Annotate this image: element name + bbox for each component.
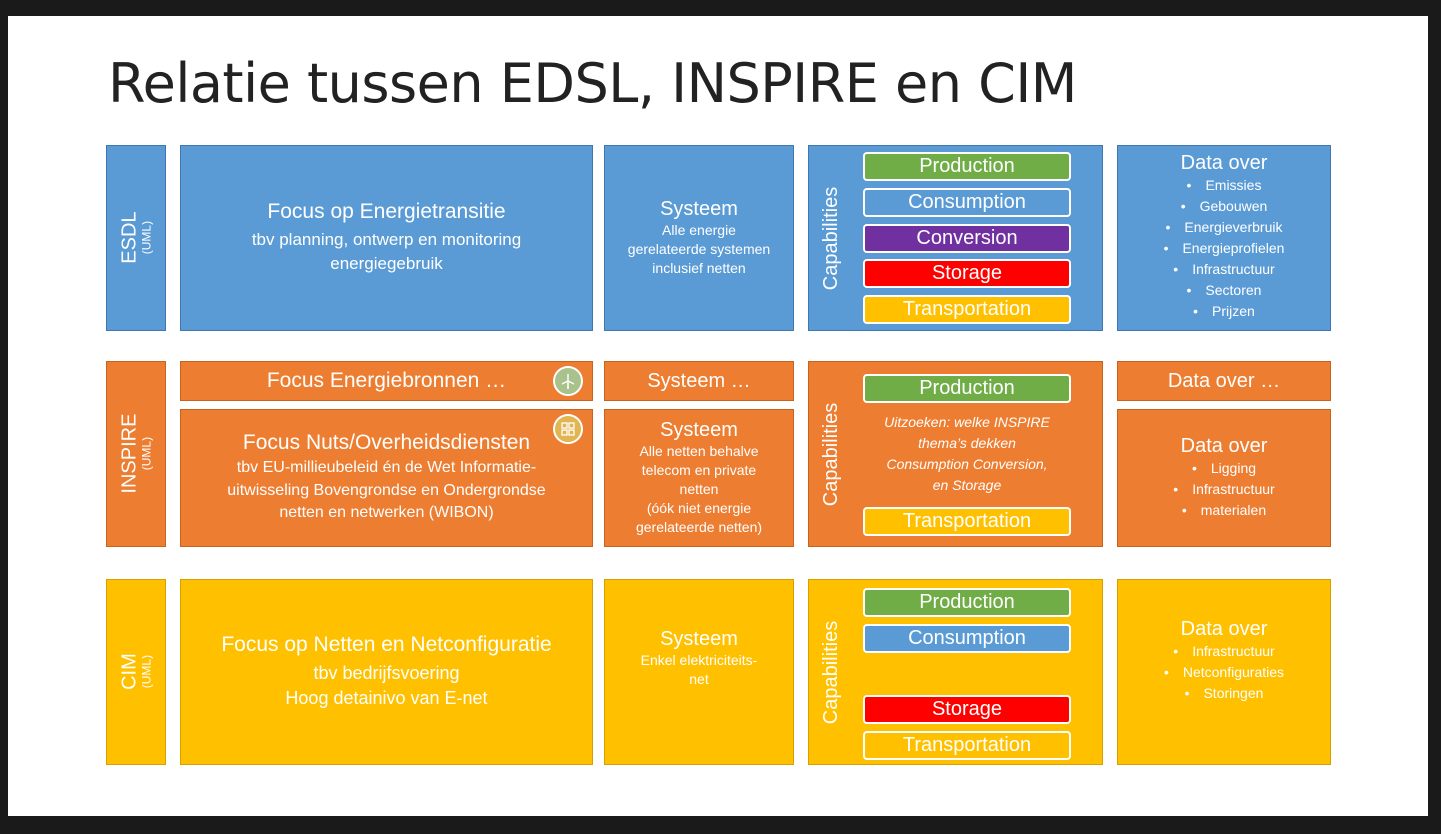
inspire-data-item: • Ligging [1191, 460, 1257, 476]
inspire-focus-line: tbv EU-millieubeleid én de Wet Informati… [236, 459, 537, 477]
inspire-data-item: • Infrastructuur [1173, 481, 1275, 497]
esdl-data-title: Data over [1180, 152, 1268, 174]
inspire-system-title: Systeem [660, 419, 738, 442]
cim-data-item: • Infrastructuur [1173, 643, 1275, 659]
inspire-cap-transportation: Transportation [863, 507, 1071, 536]
cim-cap-storage: Storage [863, 695, 1071, 724]
cim-focus-title: Focus op Netten en Netconfiguratie [221, 632, 552, 656]
cim-capabilities-box: Capabilities Production Consumption Stor… [808, 579, 1103, 765]
esdl-focus-box: Focus op Energietransitie tbv planning, … [180, 145, 593, 331]
cim-system-box: Systeem Enkel elektriciteits- net [604, 579, 794, 765]
esdl-cap-conversion: Conversion [863, 224, 1071, 253]
esdl-row-label: ESDL (UML) [106, 145, 166, 331]
esdl-data-item: • Prijzen [1193, 303, 1255, 319]
esdl-capabilities-box: Capabilities Production Consumption Conv… [808, 145, 1103, 331]
inspire-data-title: Data over [1180, 435, 1268, 457]
inspire-capabilities-label: Capabilities [820, 402, 843, 506]
esdl-system-line: Alle energie [662, 222, 736, 239]
esdl-focus-title: Focus op Energietransitie [267, 200, 506, 224]
esdl-data-item: • Energieverbruik [1165, 219, 1283, 235]
esdl-system-line: gerelateerde systemen [627, 241, 771, 258]
inspire-system-line: gerelateerde netten) [635, 518, 763, 535]
inspire-system-line: netten [679, 481, 719, 498]
esdl-cap-storage: Storage [863, 259, 1071, 288]
slide-title: Relatie tussen EDSL, INSPIRE en CIM [108, 52, 1077, 115]
inspire-focus-title: Focus Nuts/Overheidsdiensten [242, 431, 531, 455]
cim-label: CIM [118, 653, 141, 691]
inspire-capabilities-note: Uitzoeken: welke INSPIRE thema’s dekken … [884, 414, 1050, 493]
esdl-label: ESDL [118, 211, 141, 265]
esdl-system-title: Systeem [660, 198, 738, 221]
cim-capabilities-label: Capabilities [820, 620, 843, 724]
esdl-cap-transportation: Transportation [863, 295, 1071, 324]
esdl-cap-consumption: Consumption [863, 188, 1071, 217]
inspire-system-top-box: Systeem … [604, 361, 794, 401]
esdl-system-line: inclusief netten [652, 259, 746, 276]
esdl-cap-production: Production [863, 152, 1071, 181]
cim-focus-line: tbv bedrijfsvoering [313, 662, 460, 683]
esdl-data-item: • Gebouwen [1180, 198, 1268, 214]
esdl-data-item: • Infrastructuur [1173, 261, 1275, 277]
esdl-focus-line: energiegebruik [330, 254, 443, 273]
cim-cap-production: Production [863, 588, 1071, 617]
cim-sublabel: (UML) [139, 655, 154, 689]
inspire-system-box: Systeem Alle netten behalve telecom en p… [604, 409, 794, 547]
cim-cap-consumption: Consumption [863, 624, 1071, 653]
wind-turbine-icon [553, 366, 583, 396]
cim-data-title: Data over [1180, 618, 1268, 640]
cim-focus-box: Focus op Netten en Netconfiguratie tbv b… [180, 579, 593, 765]
utility-grid-icon [553, 414, 583, 444]
inspire-system-line: telecom en private [641, 462, 757, 479]
cim-data-box: Data over • Infrastructuur • Netconfigurat… [1117, 579, 1331, 765]
inspire-data-top-box: Data over … [1117, 361, 1331, 401]
cim-focus-line: Hoog detainivo van E-net [285, 688, 488, 708]
esdl-system-box: Systeem Alle energie gerelateerde system… [604, 145, 794, 331]
inspire-label: INSPIRE [118, 413, 141, 495]
esdl-sublabel: (UML) [139, 221, 154, 255]
inspire-focus-line: netten en netwerken (WIBON) [279, 504, 494, 522]
inspire-cap-production: Production [863, 374, 1071, 403]
cim-system-line: net [689, 670, 709, 687]
esdl-capabilities-label: Capabilities [820, 186, 843, 290]
esdl-focus-line: tbv planning, ontwerp en monitoring [251, 230, 522, 250]
esdl-data-item: • Emissies [1186, 177, 1262, 193]
inspire-focus-top-box: Focus Energiebronnen … [180, 361, 593, 401]
inspire-focus-line: uitwisseling Bovengrondse en Ondergronds… [227, 481, 546, 499]
esdl-data-item: • Energieprofielen [1163, 240, 1285, 256]
inspire-row-label: INSPIRE (UML) [106, 361, 166, 547]
inspire-focus-top-title: Focus Energiebronnen … [266, 369, 507, 392]
cim-data-item: • Netconfiguraties [1163, 664, 1285, 680]
inspire-system-top-title: Systeem … [647, 369, 751, 392]
inspire-data-box: Data over • Ligging • Infrastructuur • mate… [1117, 409, 1331, 547]
esdl-data-item: • Sectoren [1186, 282, 1262, 298]
cim-system-title: Systeem [660, 628, 738, 650]
inspire-sublabel: (UML) [139, 437, 154, 471]
inspire-focus-box: Focus Nuts/Overheidsdiensten tbv EU-mill… [180, 409, 593, 547]
cim-cap-transportation: Transportation [863, 731, 1071, 760]
inspire-system-line: Alle netten behalve [639, 443, 759, 460]
esdl-data-box: Data over • Emissies • Gebouwen • Energieve… [1117, 145, 1331, 331]
inspire-capabilities-box: Capabilities Production Uitzoeken: welke… [808, 361, 1103, 547]
cim-system-line: Enkel elektriciteits- [640, 652, 758, 668]
inspire-system-line: (óók niet energie [646, 499, 752, 516]
inspire-data-top-title: Data over … [1167, 369, 1281, 392]
cim-data-item: • Storingen [1184, 685, 1264, 701]
inspire-data-item: • materialen [1181, 502, 1267, 518]
cim-row-label: CIM (UML) [106, 579, 166, 765]
